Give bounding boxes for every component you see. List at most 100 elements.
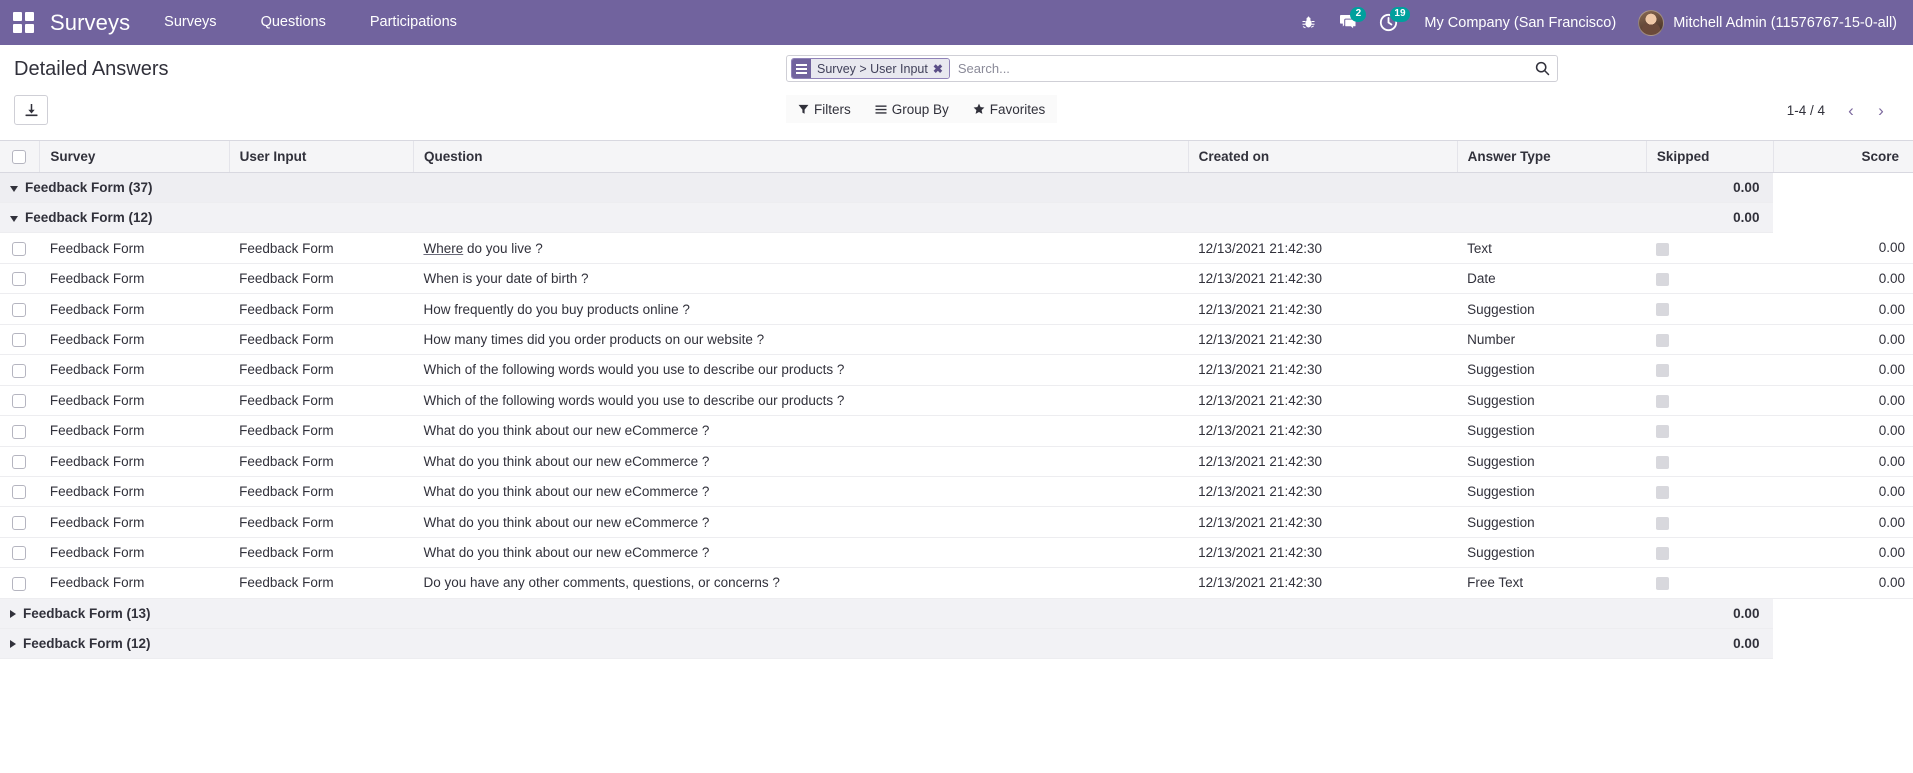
row-select-checkbox[interactable] <box>12 241 26 256</box>
search-input[interactable] <box>949 57 1529 80</box>
table-row[interactable]: Feedback Form Feedback Form Do you have an… <box>0 567 1913 599</box>
row-select-cell[interactable] <box>0 415 40 447</box>
cell-skipped[interactable] <box>1646 324 1774 356</box>
cell-skipped[interactable] <box>1646 293 1774 325</box>
company-switcher[interactable]: My Company (San Francisco) <box>1424 14 1617 31</box>
table-row[interactable]: Feedback Form Feedback Form Which of the f… <box>0 385 1913 417</box>
cell-skipped[interactable] <box>1646 263 1774 295</box>
group-row[interactable]: Feedback Form (12) 0.00 <box>0 628 1913 659</box>
row-select-cell[interactable] <box>0 232 40 264</box>
skipped-checkbox[interactable] <box>1656 242 1670 256</box>
row-select-cell[interactable] <box>0 354 40 386</box>
search-facet-remove-icon[interactable]: ✖ <box>931 59 949 78</box>
menu-item-surveys[interactable]: Surveys <box>164 14 217 30</box>
skipped-checkbox[interactable] <box>1656 546 1670 560</box>
table-row[interactable]: Feedback Form Feedback Form How many times… <box>0 324 1913 356</box>
column-header-answer-type[interactable]: Answer Type <box>1457 141 1647 174</box>
activities-menu-button[interactable]: 19 <box>1368 0 1410 45</box>
table-row[interactable]: Feedback Form Feedback Form Which of the f… <box>0 354 1913 386</box>
cell-skipped[interactable] <box>1646 537 1774 569</box>
debug-menu-button[interactable] <box>1288 0 1328 45</box>
row-select-checkbox[interactable] <box>12 302 26 317</box>
search-facet-group-by[interactable]: Survey > User Input ✖ <box>791 58 950 79</box>
column-header-user-input[interactable]: User Input <box>229 141 414 174</box>
row-select-cell[interactable] <box>0 293 40 325</box>
column-header-survey[interactable]: Survey <box>39 141 230 174</box>
cell-skipped[interactable] <box>1646 232 1774 264</box>
cell-skipped[interactable] <box>1646 354 1774 386</box>
column-header-score[interactable]: Score <box>1773 141 1913 174</box>
pager-previous-button[interactable]: ‹ <box>1848 100 1854 120</box>
table-row[interactable]: Feedback Form Feedback Form What do you th… <box>0 476 1913 508</box>
group-row-label-cell[interactable]: Feedback Form (13) <box>0 598 1647 629</box>
row-select-checkbox[interactable] <box>12 454 26 469</box>
search-view[interactable]: Survey > User Input ✖ <box>786 55 1558 82</box>
skipped-checkbox[interactable] <box>1656 394 1670 408</box>
column-header-skipped[interactable]: Skipped <box>1646 141 1774 174</box>
select-all-header[interactable] <box>0 141 41 174</box>
cell-skipped[interactable] <box>1646 415 1774 447</box>
pager-value[interactable]: 1-4 / 4 <box>1786 102 1825 118</box>
group-row[interactable]: Feedback Form (12) 0.00 <box>0 202 1913 234</box>
row-select-cell[interactable] <box>0 385 40 417</box>
row-select-checkbox[interactable] <box>12 394 26 409</box>
user-menu-button[interactable]: Mitchell Admin (11576767-15-0-all) <box>1632 9 1897 36</box>
column-header-created-on[interactable]: Created on <box>1188 141 1458 174</box>
skipped-checkbox[interactable] <box>1656 333 1670 347</box>
skipped-checkbox[interactable] <box>1656 303 1670 317</box>
pager-next-button[interactable]: › <box>1878 100 1884 120</box>
row-select-checkbox[interactable] <box>12 424 26 439</box>
menu-item-questions[interactable]: Questions <box>260 14 326 30</box>
cell-skipped[interactable] <box>1646 567 1774 599</box>
row-select-cell[interactable] <box>0 506 40 538</box>
row-select-checkbox[interactable] <box>12 546 26 561</box>
row-select-cell[interactable] <box>0 567 40 599</box>
filters-dropdown[interactable]: Filters <box>786 95 863 123</box>
apps-menu-button[interactable] <box>0 0 46 45</box>
row-select-checkbox[interactable] <box>12 363 26 378</box>
table-row[interactable]: Feedback Form Feedback Form What do you th… <box>0 446 1913 477</box>
messages-menu-button[interactable]: 2 <box>1328 0 1368 45</box>
table-row[interactable]: Feedback Form Feedback Form Where do you l… <box>0 232 1913 264</box>
row-select-checkbox[interactable] <box>12 576 26 591</box>
skipped-checkbox[interactable] <box>1656 455 1670 469</box>
cell-skipped[interactable] <box>1646 385 1774 417</box>
skipped-checkbox[interactable] <box>1656 425 1670 439</box>
group-row[interactable]: Feedback Form (13) 0.00 <box>0 598 1913 629</box>
row-select-cell[interactable] <box>0 476 40 508</box>
skipped-checkbox[interactable] <box>1656 364 1670 378</box>
row-select-checkbox[interactable] <box>12 485 26 500</box>
column-header-question[interactable]: Question <box>413 141 1189 174</box>
skipped-checkbox[interactable] <box>1656 577 1670 591</box>
table-row[interactable]: Feedback Form Feedback Form What do you th… <box>0 415 1913 447</box>
group-row-label-cell[interactable]: Feedback Form (37) <box>0 172 1647 204</box>
search-button[interactable] <box>1529 61 1555 76</box>
row-select-checkbox[interactable] <box>12 333 26 348</box>
cell-skipped[interactable] <box>1646 506 1774 538</box>
skipped-checkbox[interactable] <box>1656 516 1670 530</box>
group-row-label-cell[interactable]: Feedback Form (12) <box>0 628 1647 659</box>
cell-skipped[interactable] <box>1646 446 1774 477</box>
select-all-checkbox[interactable] <box>12 150 26 165</box>
table-row[interactable]: Feedback Form Feedback Form What do you th… <box>0 537 1913 569</box>
row-select-cell[interactable] <box>0 263 40 295</box>
skipped-checkbox[interactable] <box>1656 273 1670 287</box>
row-select-cell[interactable] <box>0 324 40 356</box>
row-select-cell[interactable] <box>0 446 40 477</box>
row-select-checkbox[interactable] <box>12 515 26 530</box>
app-brand-name[interactable]: Surveys <box>50 9 131 35</box>
group-row[interactable]: Feedback Form (37) 0.00 <box>0 172 1913 204</box>
groupby-dropdown[interactable]: Group By <box>863 95 961 123</box>
cell-skipped[interactable] <box>1646 476 1774 508</box>
table-row[interactable]: Feedback Form Feedback Form How frequently… <box>0 293 1913 325</box>
skipped-checkbox[interactable] <box>1656 486 1670 500</box>
download-button[interactable] <box>14 95 48 125</box>
favorites-dropdown[interactable]: Favorites <box>961 95 1058 123</box>
row-select-cell[interactable] <box>0 537 40 569</box>
group-row-label-cell[interactable]: Feedback Form (12) <box>0 202 1647 234</box>
menu-item-participations[interactable]: Participations <box>369 14 457 30</box>
table-row[interactable]: Feedback Form Feedback Form What do you th… <box>0 506 1913 538</box>
table-row[interactable]: Feedback Form Feedback Form When is your d… <box>0 263 1913 295</box>
row-select-checkbox[interactable] <box>12 272 26 287</box>
question-link[interactable]: Where <box>423 240 464 256</box>
